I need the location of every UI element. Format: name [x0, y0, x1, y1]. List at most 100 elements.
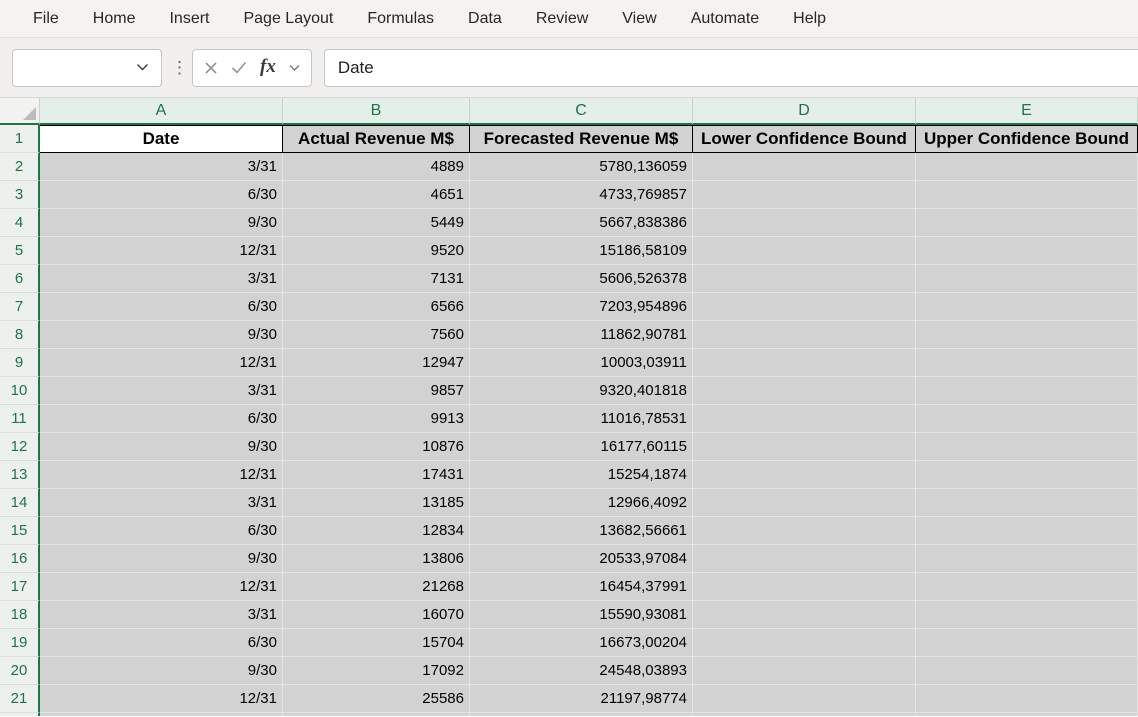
row-header-2[interactable]: 2 — [0, 153, 40, 181]
column-header-a[interactable]: A — [40, 98, 283, 125]
cell-C3[interactable]: 4733,769857 — [470, 181, 693, 209]
cell-E14[interactable] — [916, 489, 1138, 517]
cell-B9[interactable]: 12947 — [283, 349, 470, 377]
cell-A2[interactable]: 3/31 — [40, 153, 283, 181]
menu-tab-data[interactable]: Data — [468, 9, 502, 27]
cell-D16[interactable] — [693, 545, 916, 573]
cell-E4[interactable] — [916, 209, 1138, 237]
cell-B7[interactable]: 6566 — [283, 293, 470, 321]
cell-D11[interactable] — [693, 405, 916, 433]
row-header-12[interactable]: 12 — [0, 433, 40, 461]
cell-A10[interactable]: 3/31 — [40, 377, 283, 405]
column-header-b[interactable]: B — [283, 98, 470, 125]
select-all-corner[interactable] — [0, 98, 40, 125]
cancel-icon[interactable] — [204, 61, 218, 75]
cell-C15[interactable]: 13682,56661 — [470, 517, 693, 545]
cell-A8[interactable]: 9/30 — [40, 321, 283, 349]
cell-B22[interactable] — [283, 713, 470, 716]
cell-E20[interactable] — [916, 657, 1138, 685]
menu-tab-file[interactable]: File — [33, 9, 59, 27]
cell-C17[interactable]: 16454,37991 — [470, 573, 693, 601]
cell-C10[interactable]: 9320,401818 — [470, 377, 693, 405]
cell-E9[interactable] — [916, 349, 1138, 377]
cell-B2[interactable]: 4889 — [283, 153, 470, 181]
cell-C2[interactable]: 5780,136059 — [470, 153, 693, 181]
row-header-18[interactable]: 18 — [0, 601, 40, 629]
cell-B3[interactable]: 4651 — [283, 181, 470, 209]
menu-tab-formulas[interactable]: Formulas — [367, 9, 435, 27]
formula-input[interactable]: Date — [323, 48, 1138, 87]
cell-A14[interactable]: 3/31 — [40, 489, 283, 517]
row-header-13[interactable]: 13 — [0, 461, 40, 489]
cell-E18[interactable] — [916, 601, 1138, 629]
row-header-20[interactable]: 20 — [0, 657, 40, 685]
cell-C6[interactable]: 5606,526378 — [470, 265, 693, 293]
cell-B14[interactable]: 13185 — [283, 489, 470, 517]
cell-A19[interactable]: 6/30 — [40, 629, 283, 657]
cell-D4[interactable] — [693, 209, 916, 237]
cell-A20[interactable]: 9/30 — [40, 657, 283, 685]
cell-C7[interactable]: 7203,954896 — [470, 293, 693, 321]
cell-E21[interactable] — [916, 685, 1138, 713]
row-header-14[interactable]: 14 — [0, 489, 40, 517]
row-header-7[interactable]: 7 — [0, 293, 40, 321]
row-header-16[interactable]: 16 — [0, 545, 40, 573]
chevron-down-icon[interactable] — [136, 63, 149, 72]
cell-D12[interactable] — [693, 433, 916, 461]
cell-D15[interactable] — [693, 517, 916, 545]
cell-E5[interactable] — [916, 237, 1138, 265]
cell-A6[interactable]: 3/31 — [40, 265, 283, 293]
cell-A5[interactable]: 12/31 — [40, 237, 283, 265]
cell-A12[interactable]: 9/30 — [40, 433, 283, 461]
cell-C8[interactable]: 11862,90781 — [470, 321, 693, 349]
row-header-4[interactable]: 4 — [0, 209, 40, 237]
cell-C19[interactable]: 16673,00204 — [470, 629, 693, 657]
menu-tab-insert[interactable]: Insert — [169, 9, 210, 27]
cell-E2[interactable] — [916, 153, 1138, 181]
cell-E13[interactable] — [916, 461, 1138, 489]
row-header-17[interactable]: 17 — [0, 573, 40, 601]
cell-E1[interactable]: Upper Confidence Bound — [916, 125, 1138, 153]
cell-E22[interactable] — [916, 713, 1138, 716]
cell-D21[interactable] — [693, 685, 916, 713]
menu-tab-page-layout[interactable]: Page Layout — [243, 9, 334, 27]
row-header-5[interactable]: 5 — [0, 237, 40, 265]
cell-C1[interactable]: Forecasted Revenue M$ — [470, 125, 693, 153]
cell-C14[interactable]: 12966,4092 — [470, 489, 693, 517]
name-box[interactable] — [12, 48, 162, 87]
cell-A4[interactable]: 9/30 — [40, 209, 283, 237]
row-header-10[interactable]: 10 — [0, 377, 40, 405]
chevron-down-icon[interactable] — [289, 64, 300, 72]
cell-A9[interactable]: 12/31 — [40, 349, 283, 377]
cell-D17[interactable] — [693, 573, 916, 601]
row-header-3[interactable]: 3 — [0, 181, 40, 209]
row-header-11[interactable]: 11 — [0, 405, 40, 433]
row-header-8[interactable]: 8 — [0, 321, 40, 349]
row-header-6[interactable]: 6 — [0, 265, 40, 293]
cell-A7[interactable]: 6/30 — [40, 293, 283, 321]
cell-B19[interactable]: 15704 — [283, 629, 470, 657]
cell-D3[interactable] — [693, 181, 916, 209]
cell-C13[interactable]: 15254,1874 — [470, 461, 693, 489]
cell-C5[interactable]: 15186,58109 — [470, 237, 693, 265]
cell-B13[interactable]: 17431 — [283, 461, 470, 489]
cell-E7[interactable] — [916, 293, 1138, 321]
menu-tab-help[interactable]: Help — [793, 9, 827, 27]
cell-D19[interactable] — [693, 629, 916, 657]
row-header-9[interactable]: 9 — [0, 349, 40, 377]
cell-C11[interactable]: 11016,78531 — [470, 405, 693, 433]
cell-B20[interactable]: 17092 — [283, 657, 470, 685]
insert-function-icon[interactable]: fx — [260, 55, 276, 77]
cell-C4[interactable]: 5667,838386 — [470, 209, 693, 237]
menu-tab-review[interactable]: Review — [535, 9, 589, 27]
cell-E17[interactable] — [916, 573, 1138, 601]
cell-D5[interactable] — [693, 237, 916, 265]
cell-A13[interactable]: 12/31 — [40, 461, 283, 489]
menu-tab-view[interactable]: View — [622, 9, 657, 27]
cell-D7[interactable] — [693, 293, 916, 321]
cell-A21[interactable]: 12/31 — [40, 685, 283, 713]
cell-E15[interactable] — [916, 517, 1138, 545]
cell-D22[interactable] — [693, 713, 916, 716]
cell-B1[interactable]: Actual Revenue M$ — [283, 125, 470, 153]
cell-D2[interactable] — [693, 153, 916, 181]
